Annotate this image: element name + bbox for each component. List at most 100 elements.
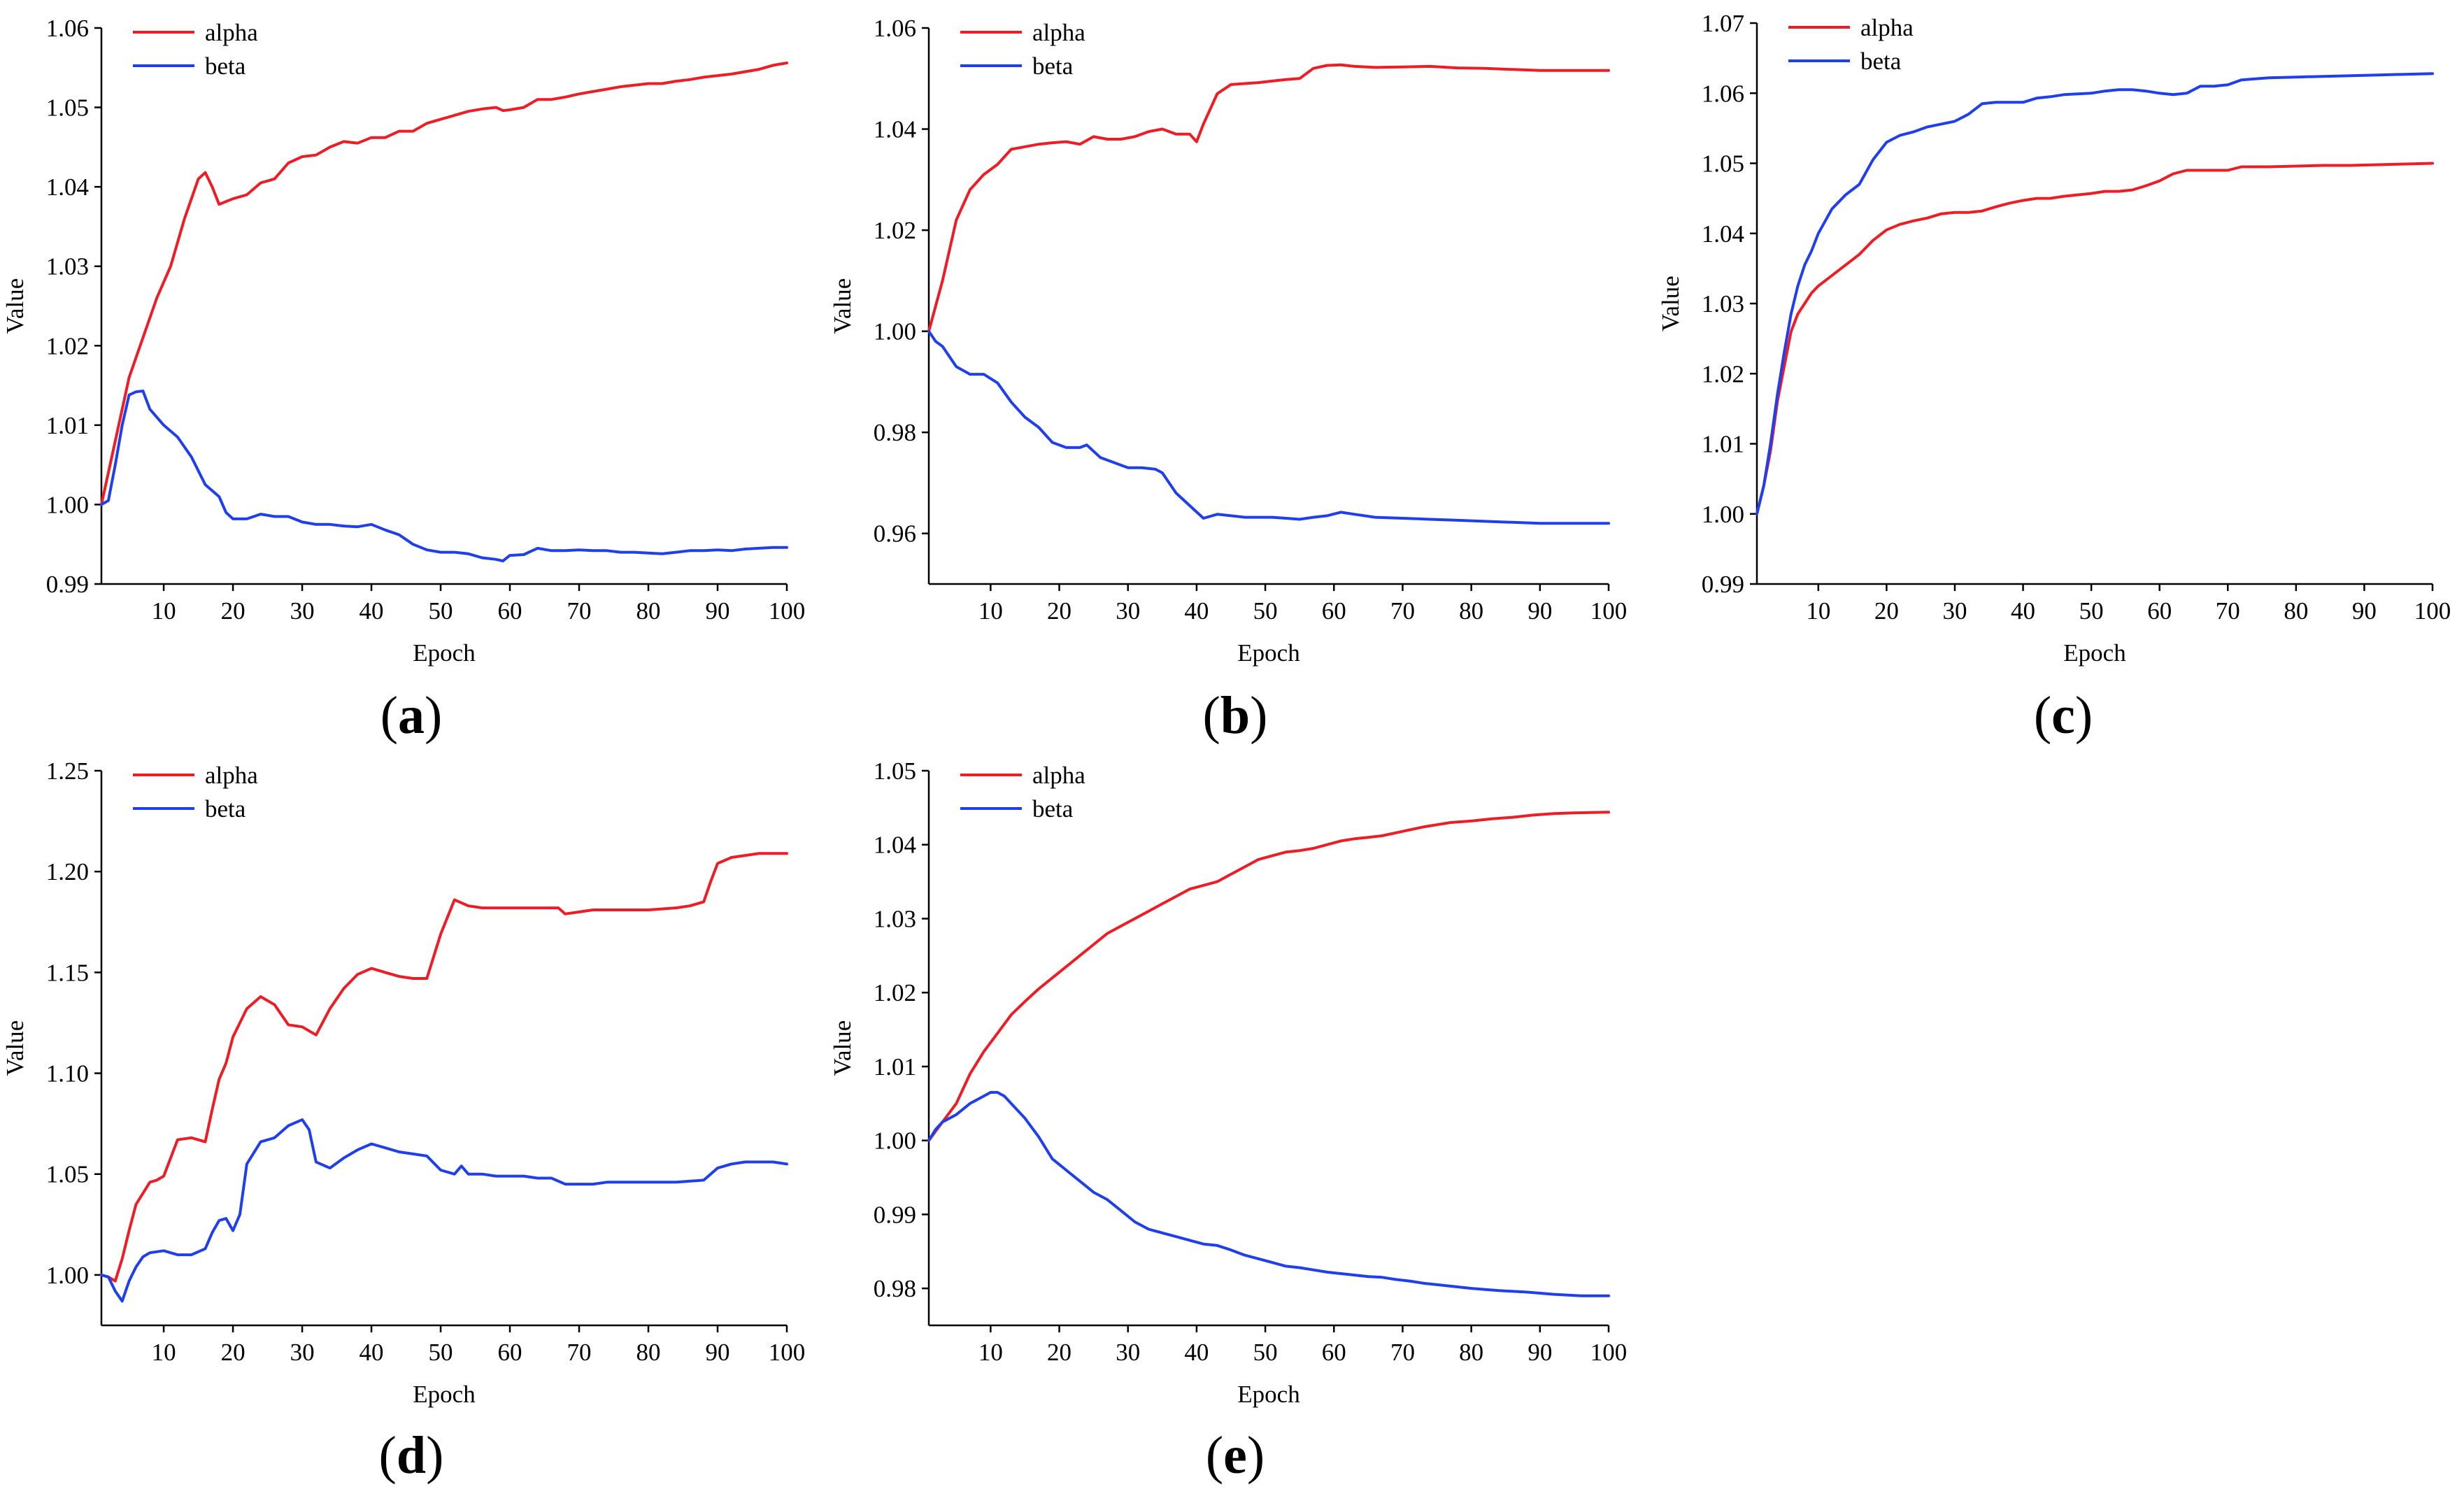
panel-d-y-tick-label: 1.20 xyxy=(46,858,89,885)
panel-d-x-tick-label: 70 xyxy=(567,1339,592,1366)
panel-a-x-tick-label: 90 xyxy=(706,597,730,625)
panel-a-label-letter: a xyxy=(398,686,425,745)
panel-d-label: (d) xyxy=(379,1426,444,1485)
panel-c-y-tick-label: 1.04 xyxy=(1702,220,1744,248)
panel-c-label: (c) xyxy=(2034,686,2093,745)
panel-d-x-tick-label: 60 xyxy=(498,1339,522,1366)
panel-c-x-tick-label: 90 xyxy=(2352,597,2377,625)
panel-a-label-open: ( xyxy=(380,686,398,745)
panel-b-y-tick-label: 1.00 xyxy=(874,318,916,346)
panel-c-legend-label-beta: beta xyxy=(1860,48,1902,75)
panel-c-x-tick-label: 20 xyxy=(1874,597,1899,625)
panel-c-y-tick-label: 1.02 xyxy=(1702,360,1744,387)
panel-c-y-tick-label: 0.99 xyxy=(1702,571,1744,598)
panel-a-x-tick-label: 50 xyxy=(429,597,453,625)
panel-d-series-alpha xyxy=(100,852,788,1283)
panel-e-legend-label-alpha: alpha xyxy=(1032,762,1085,789)
panel-e-y-tick-label: 0.98 xyxy=(874,1275,916,1302)
panel-d-label-open: ( xyxy=(379,1426,397,1485)
panel-c-x-tick-label: 10 xyxy=(1806,597,1830,625)
panel-d-x-tick-label: 80 xyxy=(636,1339,661,1366)
panel-a: 0.99 1.00 1.01 1.02 1.03 1.04 1.05 1.06 10 20 30 40… xyxy=(1,15,805,745)
panel-c-y-tick-label: 1.06 xyxy=(1702,80,1744,107)
panel-a-y-axis-label: Value xyxy=(1,278,29,334)
panel-a-y-tick-label: 0.99 xyxy=(46,571,89,598)
panel-e-x-tick-label: 100 xyxy=(1590,1339,1628,1366)
panel-a-x-tick-label: 30 xyxy=(290,597,315,625)
panel-b-x-tick-label: 70 xyxy=(1390,597,1415,625)
panel-d-y-axis-label: Value xyxy=(1,1020,29,1076)
panel-b-label: (b) xyxy=(1203,686,1268,745)
panel-c-x-tick-label: 80 xyxy=(2284,597,2308,625)
panel-a-x-tick-label: 80 xyxy=(636,597,661,625)
panel-b-x-tick-label: 40 xyxy=(1184,597,1209,625)
panel-b-y-tick-label: 1.02 xyxy=(874,217,916,244)
panel-d-x-tick-label: 100 xyxy=(769,1339,806,1366)
panel-c-x-tick-label: 100 xyxy=(2414,597,2451,625)
panel-c: 0.99 1.00 1.01 1.02 1.03 1.04 1.05 1.06 1.07 10 20… xyxy=(1657,10,2451,745)
panel-d-plot: 1.00 1.05 1.10 1.15 1.20 1.25 10 20 30 40 50 60 70 80… xyxy=(1,757,805,1408)
panel-e-x-tick-label: 40 xyxy=(1184,1339,1209,1366)
panel-c-plot: 0.99 1.00 1.01 1.02 1.03 1.04 1.05 1.06 1.07 10 20… xyxy=(1657,10,2451,667)
panel-e-x-tick-label: 60 xyxy=(1322,1339,1346,1366)
panel-e-series-alpha xyxy=(927,811,1610,1142)
panel-e-x-axis-label: Epoch xyxy=(1237,1381,1300,1408)
panel-c-x-axis-label: Epoch xyxy=(2063,639,2126,667)
panel-c-label-open: ( xyxy=(2034,686,2051,745)
panel-b: 0.96 0.98 1.00 1.02 1.04 1.06 10 20 30 40 50 60 70 80… xyxy=(829,15,1627,745)
panel-c-y-tick-label: 1.07 xyxy=(1702,10,1744,37)
panel-b-y-tick-label: 0.96 xyxy=(874,520,916,548)
panel-d-x-tick-label: 50 xyxy=(429,1339,453,1366)
panel-b-y-tick-label: 1.06 xyxy=(874,15,916,42)
panel-c-series-alpha xyxy=(1756,162,2434,515)
panel-b-x-axis-label: Epoch xyxy=(1237,639,1300,667)
panel-e-x-tick-label: 80 xyxy=(1459,1339,1483,1366)
panel-a-series-alpha xyxy=(100,62,788,506)
panel-a-y-tick-label: 1.05 xyxy=(46,94,89,122)
panel-d-y-tick-label: 1.00 xyxy=(46,1262,89,1289)
panel-e-label-letter: e xyxy=(1223,1426,1247,1485)
panel-a-y-tick-label: 1.01 xyxy=(46,412,89,439)
panel-a-x-tick-label: 100 xyxy=(769,597,806,625)
panel-e-plot: 0.98 0.99 1.00 1.01 1.02 1.03 1.04 1.05 10 20 30 40… xyxy=(829,757,1627,1408)
panel-b-x-tick-label: 100 xyxy=(1590,597,1628,625)
panel-b-series-beta xyxy=(927,329,1610,525)
panel-a-x-tick-label: 70 xyxy=(567,597,592,625)
panel-e-label-open: ( xyxy=(1206,1426,1223,1485)
panel-b-y-tick-label: 0.98 xyxy=(874,419,916,446)
panel-c-series-beta xyxy=(1756,72,2434,515)
panel-a-legend-label-beta: beta xyxy=(205,52,246,80)
panel-e-x-tick-label: 70 xyxy=(1390,1339,1415,1366)
panel-c-x-tick-label: 70 xyxy=(2216,597,2240,625)
panel-d-x-tick-label: 90 xyxy=(706,1339,730,1366)
panel-a-y-tick-label: 1.04 xyxy=(46,173,89,201)
panel-b-legend-label-beta: beta xyxy=(1032,52,1074,80)
panel-c-label-close: ) xyxy=(2075,686,2093,745)
panel-e-y-tick-label: 1.04 xyxy=(874,832,916,859)
panel-e-series-beta xyxy=(927,1090,1610,1297)
panel-a-legend-label-alpha: alpha xyxy=(205,19,258,46)
panel-a-x-tick-label: 40 xyxy=(359,597,384,625)
panel-b-label-open: ( xyxy=(1203,686,1220,745)
panel-d-label-letter: d xyxy=(397,1426,426,1485)
panel-d-y-tick-label: 1.25 xyxy=(46,757,89,785)
panel-a-series-beta xyxy=(100,390,788,563)
panel-c-y-tick-label: 1.01 xyxy=(1702,431,1744,458)
panel-a-y-tick-label: 1.00 xyxy=(46,491,89,518)
panel-b-x-tick-label: 80 xyxy=(1459,597,1483,625)
panel-c-legend-label-alpha: alpha xyxy=(1860,14,1914,41)
panel-b-x-tick-label: 30 xyxy=(1116,597,1140,625)
panel-c-x-tick-label: 40 xyxy=(2011,597,2035,625)
panel-d: 1.00 1.05 1.10 1.15 1.20 1.25 10 20 30 40 50 60 70 80… xyxy=(1,757,805,1485)
panel-b-plot: 0.96 0.98 1.00 1.02 1.04 1.06 10 20 30 40 50 60 70 80… xyxy=(829,15,1627,667)
panel-a-label: (a) xyxy=(380,686,443,745)
panel-d-y-tick-label: 1.10 xyxy=(46,1060,89,1088)
panel-a-y-tick-label: 1.03 xyxy=(46,253,89,280)
panel-e-x-tick-label: 90 xyxy=(1527,1339,1552,1366)
panel-e-y-tick-label: 1.00 xyxy=(874,1127,916,1155)
panel-b-series-alpha xyxy=(927,63,1610,333)
panel-b-label-letter: b xyxy=(1220,686,1250,745)
panel-e-y-tick-label: 1.03 xyxy=(874,905,916,932)
panel-d-x-tick-label: 10 xyxy=(152,1339,176,1366)
